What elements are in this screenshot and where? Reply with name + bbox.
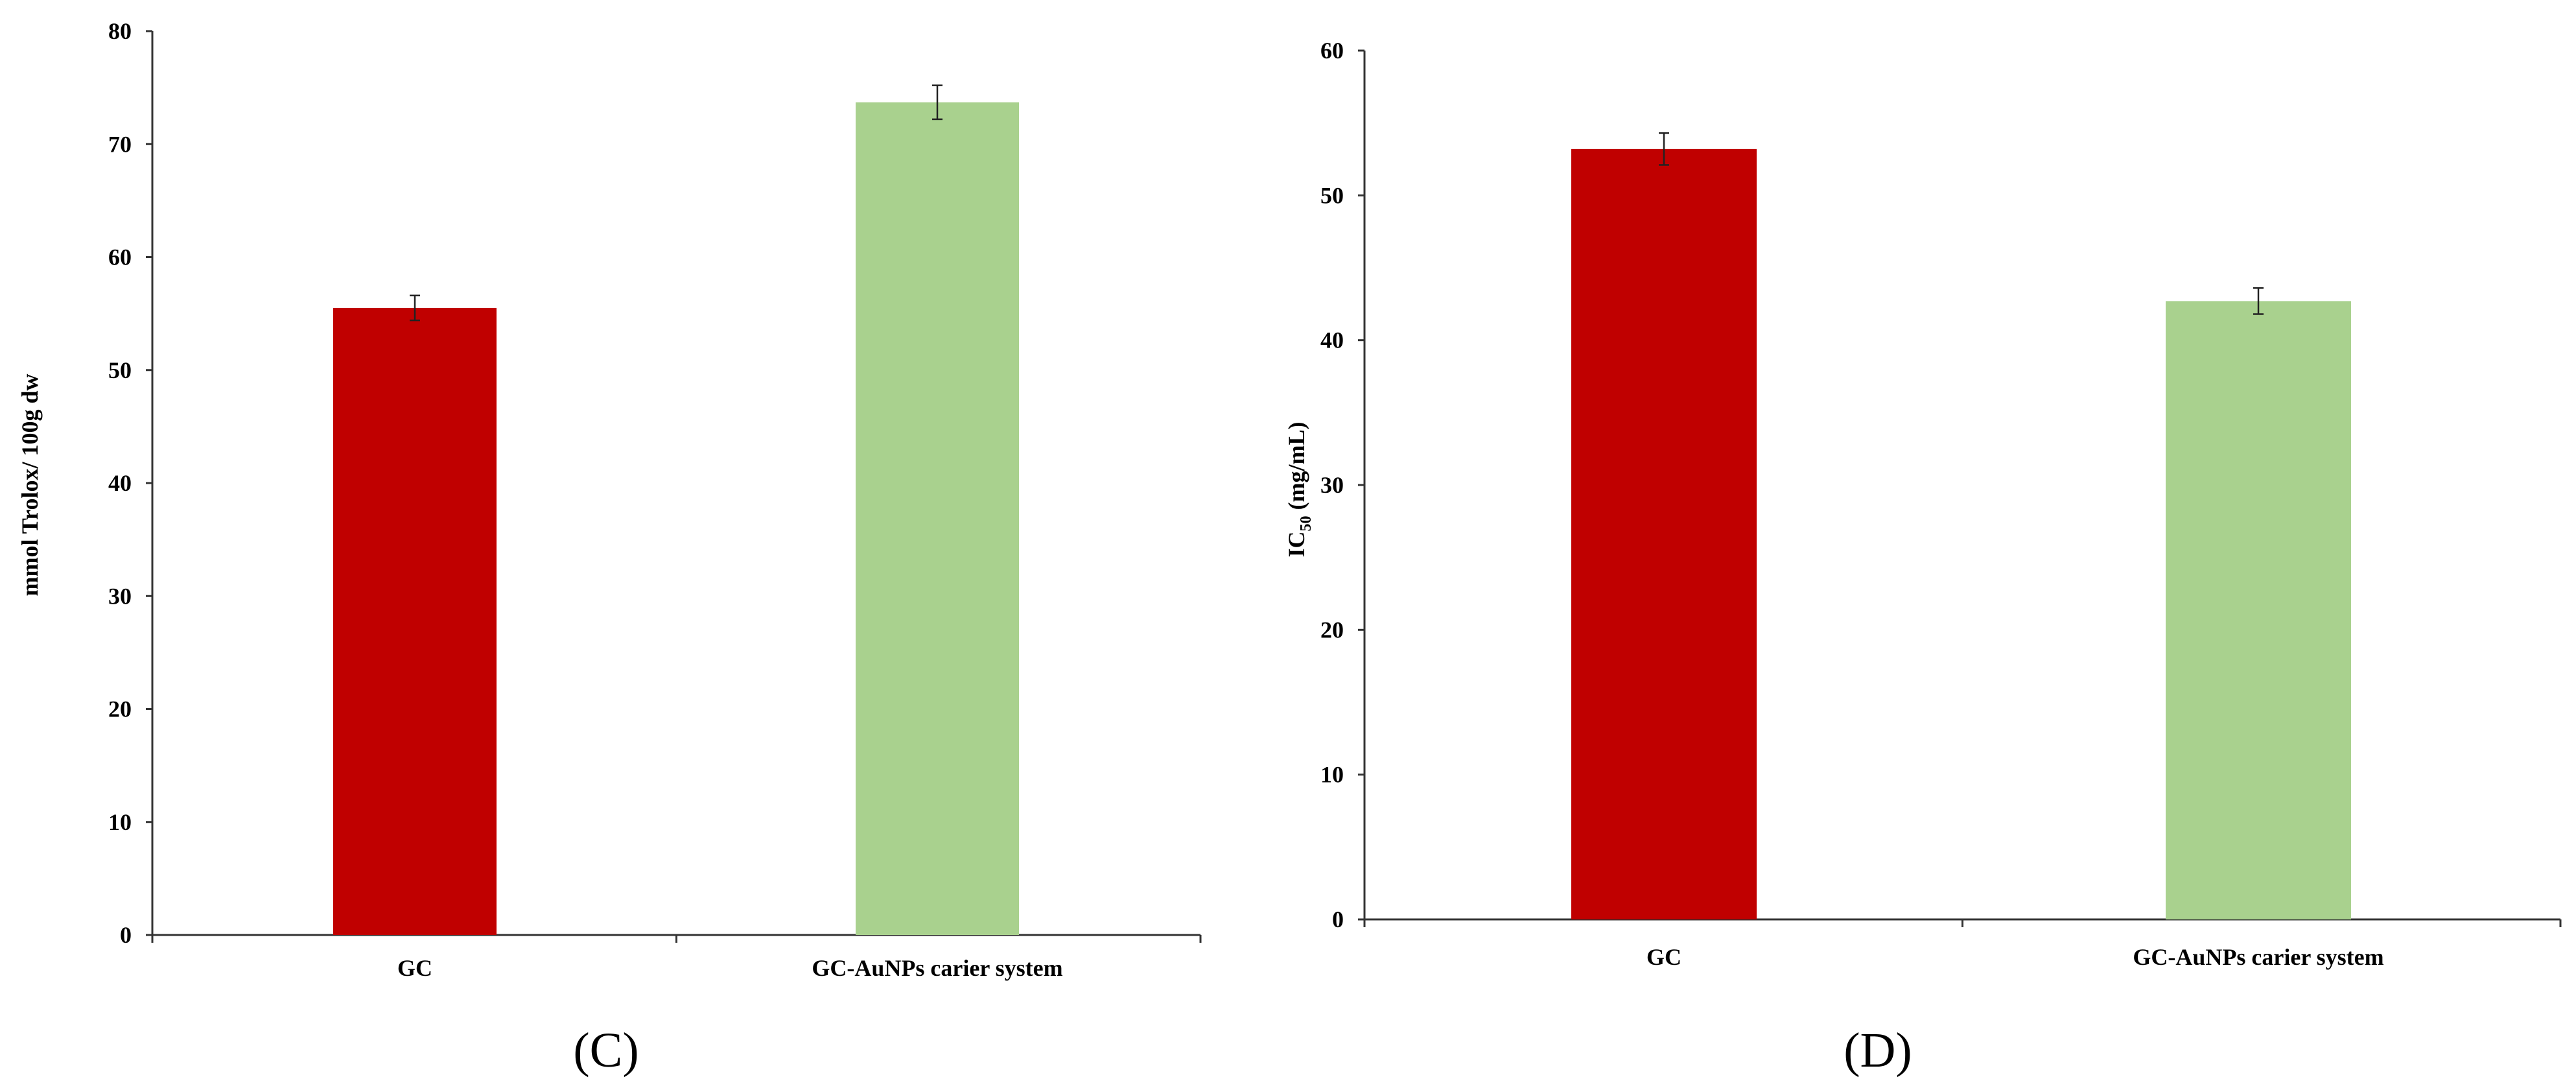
chart-d-y-axis-label: IC50 (mg/mL) — [1283, 422, 1315, 558]
chart-d-y-tick-label: 0 — [1332, 906, 1344, 932]
chart-d-bar-1 — [1571, 148, 1757, 919]
chart-c-y-tick-label: 80 — [108, 18, 132, 44]
chart-c-y-tick-label: 40 — [108, 470, 132, 496]
chart-d-bar-2 — [2166, 301, 2351, 919]
chart-c-y-tick-label: 60 — [108, 244, 132, 270]
chart-d-y-axis-label-main: IC — [1283, 531, 1309, 557]
chart-c-panel-label: (C) — [573, 1023, 638, 1078]
chart-c-y-tick-label: 50 — [108, 357, 132, 383]
chart-c-y-tick-label: 20 — [108, 696, 132, 722]
chart-d-category-label-2: GC-AuNPs carier system — [2133, 944, 2383, 970]
chart-c-y-tick-label: 10 — [108, 809, 132, 835]
chart-d-y-tick-label: 60 — [1320, 38, 1344, 64]
chart-d-y-axis-label-rest: (mg/mL) — [1283, 422, 1309, 516]
chart-d-y-tick-label: 50 — [1320, 182, 1344, 208]
chart-c-bar-2 — [856, 102, 1019, 936]
chart-d-y-axis-label-sub: 50 — [1298, 515, 1315, 531]
chart-c-y-tick-label: 70 — [108, 131, 132, 157]
chart-d-y-tick-label: 20 — [1320, 617, 1344, 643]
chart-c-y-axis-label: mmol Trolox/ 100g dw — [17, 373, 43, 596]
chart-d-y-tick-label: 30 — [1320, 472, 1344, 498]
chart-c-category-label-1: GC — [397, 955, 432, 981]
chart-c-bar-1 — [333, 307, 497, 936]
chart-c-category-label-2: GC-AuNPs carier system — [812, 955, 1062, 981]
chart-c-y-tick-label: 30 — [108, 583, 132, 609]
chart-d-y-tick-label: 40 — [1320, 327, 1344, 353]
chart-c: mmol Trolox/ 100g dw (C) 0 10 20 30 40 50 60 70… — [17, 18, 1202, 1078]
chart-d-category-label-1: GC — [1646, 944, 1681, 970]
chart-c-y-tick-label: 0 — [120, 922, 132, 948]
chart-d-y-tick-label: 10 — [1320, 762, 1344, 788]
chart-d-panel-label: (D) — [1844, 1023, 1912, 1078]
